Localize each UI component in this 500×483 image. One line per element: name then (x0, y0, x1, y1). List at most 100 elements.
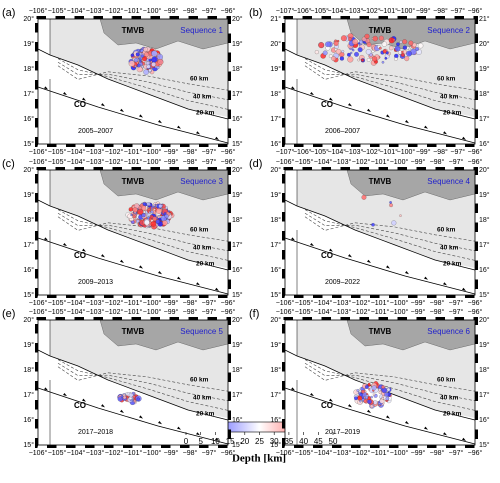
earthquake (372, 393, 376, 396)
lon-tick-label: −99° (411, 308, 426, 316)
lon-tick-label: −96° (221, 299, 236, 307)
trench-triangle (348, 254, 352, 258)
trench-triangle (120, 108, 124, 112)
earthquake (378, 402, 381, 405)
panel-label: (f) (249, 308, 259, 320)
lat-tick-label: 18° (479, 366, 490, 374)
earthquake (134, 58, 139, 63)
trench-triangle (139, 114, 143, 118)
tmvb-label: TMVB (122, 177, 145, 186)
trench-triangle (139, 415, 143, 419)
earthquake (156, 65, 160, 70)
trench-triangle (348, 404, 352, 408)
lat-tick-label: 20° (23, 316, 34, 324)
map-frame-ticks (35, 167, 231, 298)
contour-label: 60 km (190, 76, 209, 83)
trench-triangle (424, 125, 428, 129)
earthquake (357, 42, 361, 45)
lat-tick-label: 16° (479, 140, 490, 148)
lon-tick-label: −103° (86, 299, 105, 307)
lat-tick-label: 20° (232, 166, 243, 174)
contour-label: 40 km (440, 395, 459, 402)
earthquake (381, 397, 385, 400)
lon-tick-label: −97° (202, 299, 217, 307)
lon-tick-label: −106° (29, 158, 48, 166)
earthquake (133, 217, 136, 220)
lon-tick-label: −106° (276, 299, 295, 307)
slab-contour (304, 216, 476, 242)
lat-tick-label: 17° (479, 391, 490, 399)
earthquake (335, 48, 342, 55)
earthquake (356, 389, 360, 392)
earthquake (401, 50, 404, 54)
period-label: 2017–2019 (325, 429, 360, 436)
trench-triangle (348, 103, 352, 107)
earthquake (143, 47, 148, 52)
earthquake (347, 52, 351, 57)
earthquake (146, 202, 151, 206)
earthquake (361, 194, 367, 200)
earthquake (373, 400, 378, 405)
lon-tick-label: −103° (86, 449, 105, 457)
lon-tick-label: −98° (433, 148, 448, 156)
colorbar-tick-label: 35 (284, 437, 293, 446)
lon-tick-label: −100° (143, 308, 162, 316)
lon-tick-label: −105° (48, 7, 67, 15)
map-frame-ticks (35, 16, 231, 147)
colorbar-tick-label: 30 (270, 437, 279, 446)
lon-tick-label: −96° (468, 148, 483, 156)
lon-tick-label: −98° (183, 158, 198, 166)
lat-tick-label: 15° (270, 441, 281, 449)
trench-triangle (101, 254, 105, 258)
earthquake (369, 404, 374, 408)
lat-tick-label: 16° (232, 115, 243, 123)
slab-contour (304, 366, 476, 392)
colorbar-label: Depth [km] (232, 453, 286, 465)
earthquake (357, 58, 360, 62)
lon-tick-label: −104° (67, 148, 86, 156)
lon-tick-label: −101° (124, 158, 143, 166)
panel-label: (e) (2, 308, 15, 320)
trench (37, 86, 229, 144)
earthquake (371, 49, 375, 53)
earthquake (369, 382, 373, 385)
trench-triangle (462, 437, 466, 442)
colorbar-tick-label: 20 (240, 437, 249, 446)
lon-tick-label: −98° (183, 148, 198, 156)
lat-tick-label: 16° (270, 416, 281, 424)
trench-triangle (177, 276, 181, 280)
earthquake (399, 214, 402, 217)
slab-contour (304, 362, 476, 402)
trench-triangle (196, 432, 200, 436)
earthquake (352, 38, 358, 45)
colorbar-tick-label: 5 (198, 437, 203, 446)
lat-tick-label: 18° (232, 216, 243, 224)
trench-triangle (291, 387, 295, 391)
earthquake (378, 35, 384, 41)
lon-tick-label: −106° (276, 308, 295, 316)
lon-tick-label: −105° (295, 299, 314, 307)
earthquake (130, 213, 133, 217)
colorbar-tick-label: 45 (314, 437, 323, 446)
lon-tick-label: −105° (48, 299, 67, 307)
lon-tick-label: −103° (333, 299, 352, 307)
lon-tick-label: −102° (105, 308, 124, 316)
lon-tick-label: −102° (352, 308, 371, 316)
earthquake (365, 385, 369, 389)
lon-tick-label: −99° (164, 148, 179, 156)
lat-tick-label: 17° (232, 241, 243, 249)
trench-triangle (158, 420, 162, 425)
lon-tick-label: −102° (105, 158, 124, 166)
trench-triangle (386, 265, 390, 269)
trench-triangle (101, 404, 105, 408)
lon-tick-label: −96° (468, 308, 483, 316)
trench-triangle (462, 287, 466, 292)
lon-tick-label: −105° (48, 308, 67, 316)
earthquake (408, 47, 411, 51)
slab-contour (304, 65, 476, 91)
lon-tick-label: −107° (276, 7, 295, 15)
trench (37, 387, 229, 445)
lon-tick-label: −106° (29, 449, 48, 457)
contour-label: 20 km (196, 110, 215, 117)
period-label: 2009–2022 (325, 279, 360, 286)
